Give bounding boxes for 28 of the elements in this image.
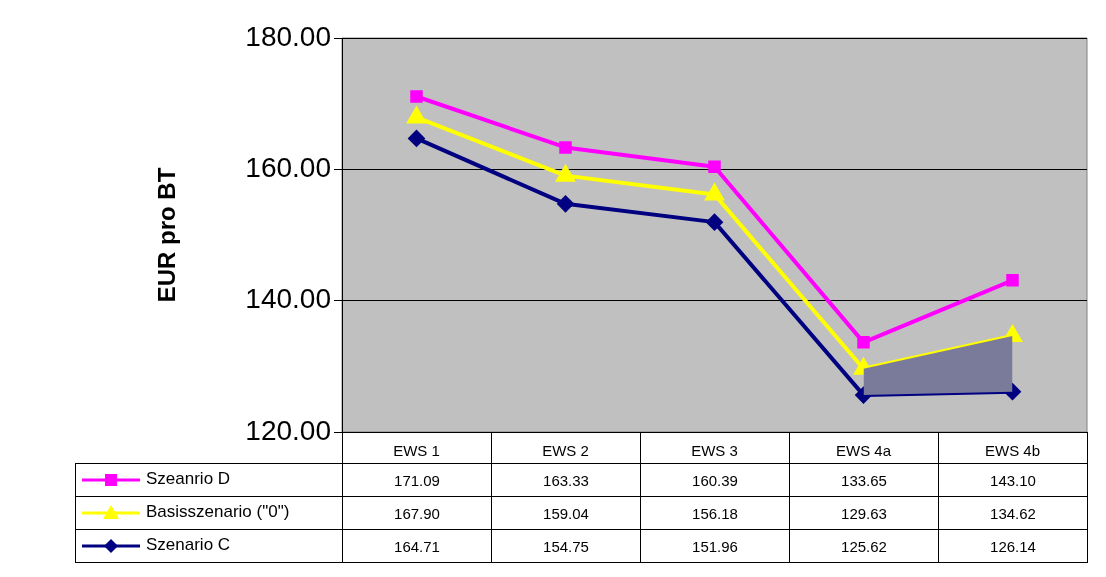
data-label: 134.62 — [938, 496, 1088, 530]
data-label: 125.62 — [789, 529, 939, 563]
data-label: 126.14 — [938, 529, 1088, 563]
data-label: 160.39 — [640, 463, 790, 497]
legend-label: Basisszenario ("0") — [146, 502, 290, 522]
legend-label: Szenario C — [146, 535, 231, 555]
y-tick-label: 180.00 — [245, 20, 331, 52]
y-axis-title: EUR pro BT — [153, 167, 181, 303]
x-tick-label: EWS 1 — [393, 442, 440, 460]
data-label: 164.71 — [342, 529, 492, 563]
legend-label: Szeanrio D — [146, 469, 231, 489]
data-label: 151.96 — [640, 529, 790, 563]
data-label: 159.04 — [491, 496, 641, 530]
x-tick-label: EWS 2 — [542, 442, 589, 460]
data-label: 143.10 — [938, 463, 1088, 497]
data-label: 156.18 — [640, 496, 790, 530]
x-tick-label: EWS 4a — [835, 442, 892, 460]
x-tick-label: EWS 3 — [691, 442, 738, 460]
y-tick-label: 120.00 — [245, 414, 331, 446]
x-tick-label: EWS 4b — [984, 442, 1041, 460]
data-label: 163.33 — [491, 463, 641, 497]
data-label: 129.63 — [789, 496, 939, 530]
data-label: 171.09 — [342, 463, 492, 497]
y-tick-label: 140.00 — [245, 283, 331, 315]
y-tick-label: 160.00 — [245, 152, 331, 184]
data-label: 133.65 — [789, 463, 939, 497]
data-label: 167.90 — [342, 496, 492, 530]
data-label: 154.75 — [491, 529, 641, 563]
